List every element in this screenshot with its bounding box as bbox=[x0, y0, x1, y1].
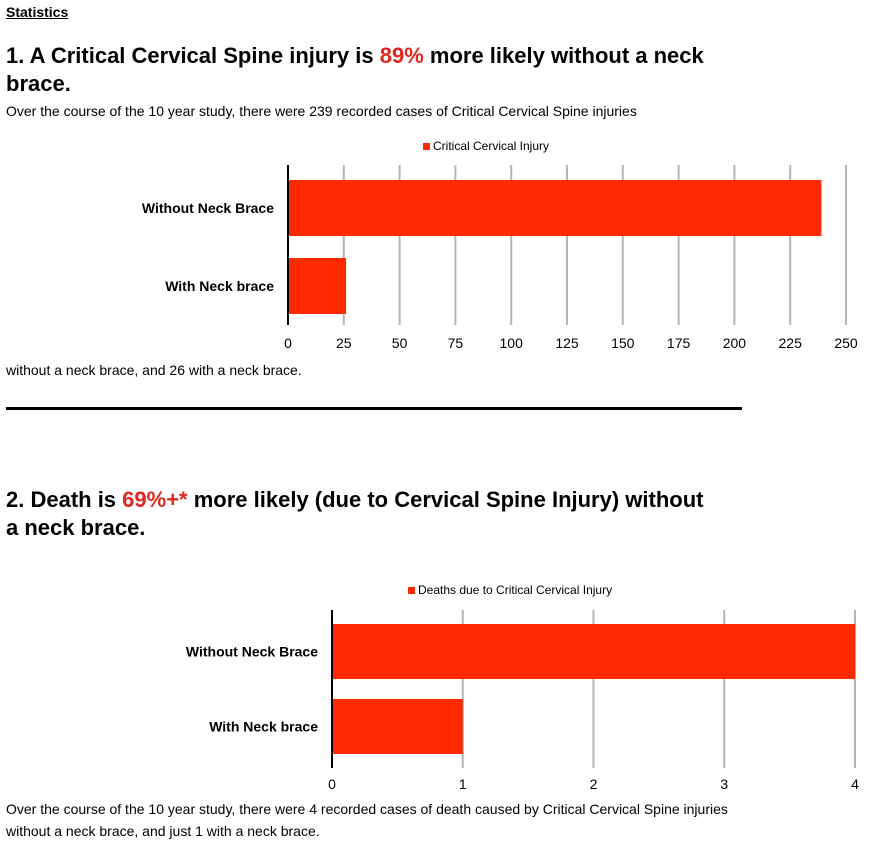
section-label: Statistics bbox=[6, 4, 69, 20]
x-tick-label: 175 bbox=[667, 335, 691, 351]
x-tick-label: 250 bbox=[834, 335, 858, 351]
legend-label: Critical Cervical Injury bbox=[433, 139, 549, 153]
x-tick-label: 150 bbox=[611, 335, 635, 351]
legend-swatch bbox=[408, 587, 415, 594]
legend-label: Deaths due to Critical Cervical Injury bbox=[418, 583, 612, 597]
x-tick-label: 125 bbox=[555, 335, 579, 351]
chart-critical-injury: Critical Cervical Injury 0 25 50 75 100 125 150… bbox=[142, 139, 858, 351]
category-label: With Neck brace bbox=[165, 278, 274, 294]
category-label: Without Neck Brace bbox=[142, 200, 274, 216]
stat2-heading-post: more likely (due to Cervical Spine Injur… bbox=[6, 487, 704, 540]
bar-with-brace bbox=[332, 699, 463, 754]
stat1-heading-post: more likely without a neck brace. bbox=[6, 43, 704, 96]
x-tick-label: 225 bbox=[779, 335, 803, 351]
legend-swatch bbox=[423, 143, 430, 150]
stat1-outro: without a neck brace, and 26 with a neck… bbox=[6, 362, 302, 378]
x-tick-label: 3 bbox=[720, 776, 728, 792]
stat1-heading-highlight: 89% bbox=[379, 43, 424, 68]
category-label: With Neck brace bbox=[209, 719, 318, 735]
x-tick-label: 1 bbox=[459, 776, 467, 792]
bar-without-brace bbox=[288, 180, 822, 236]
chart-deaths: Deaths due to Critical Cervical Injury 0 1… bbox=[186, 583, 859, 792]
stat1-heading: 1. A Critical Cervical Spine injury is 8… bbox=[6, 42, 766, 98]
stat2-heading-highlight: 69%+* bbox=[122, 487, 188, 512]
x-tick-label: 200 bbox=[723, 335, 747, 351]
stat1-heading-pre: 1. A Critical Cervical Spine injury is bbox=[6, 43, 380, 68]
bar-with-brace bbox=[288, 258, 347, 314]
stat2-heading-pre: 2. Death is bbox=[6, 487, 123, 512]
x-tick-label: 0 bbox=[328, 776, 336, 792]
category-label: Without Neck Brace bbox=[186, 644, 318, 660]
x-tick-label: 50 bbox=[392, 335, 408, 351]
x-tick-label: 75 bbox=[448, 335, 464, 351]
stat2-heading: 2. Death is 69%+* more likely (due to Ce… bbox=[6, 486, 706, 542]
section-divider bbox=[6, 407, 742, 410]
stat2-footer: Over the course of the 10 year study, th… bbox=[6, 801, 728, 839]
x-tick-label: 4 bbox=[851, 776, 859, 792]
x-tick-label: 0 bbox=[284, 335, 292, 351]
x-tick-label: 2 bbox=[590, 776, 598, 792]
stat1-intro: Over the course of the 10 year study, th… bbox=[6, 103, 637, 119]
x-tick-label: 25 bbox=[336, 335, 352, 351]
bar-without-brace bbox=[332, 624, 855, 679]
x-tick-label: 100 bbox=[500, 335, 524, 351]
